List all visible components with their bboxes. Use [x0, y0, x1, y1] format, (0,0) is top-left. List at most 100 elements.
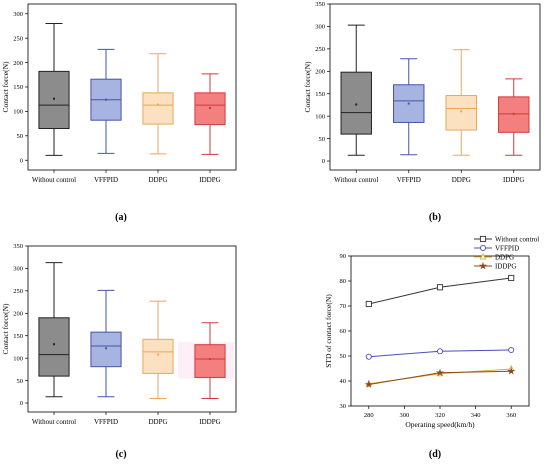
box-3: [142, 338, 174, 374]
box-3: [142, 92, 174, 125]
boxplot-panel-1: 0 50 100 150 200 250 300 Contact force(N) Withou…: [1, 3, 237, 223]
category-label: VFFPID: [397, 176, 421, 184]
legend-entry: DDPG: [495, 253, 514, 261]
panel-label: (c): [115, 449, 126, 460]
data-point: [365, 353, 372, 360]
category-label: DDPG: [148, 176, 167, 184]
y-tick-label: 300: [13, 11, 23, 18]
mean-marker: [157, 103, 159, 106]
y-tick-label: 150: [13, 333, 23, 340]
box-1: [340, 71, 372, 135]
legend-entry: Without control: [495, 235, 539, 243]
y-tick-label: 0: [20, 400, 23, 407]
category-label: Without control: [32, 418, 76, 426]
y-tick-label: 150: [315, 91, 325, 98]
data-point: [436, 284, 444, 291]
mean-marker: [157, 353, 159, 356]
y-tick-label: 40: [340, 378, 347, 385]
plot-frame: [329, 3, 541, 171]
mean-marker: [105, 98, 107, 101]
x-tick-label: 300: [400, 412, 410, 419]
mean-marker: [53, 97, 55, 100]
plot-frame: [27, 245, 237, 413]
x-tick-label: 320: [435, 412, 445, 419]
category-label: Without control: [334, 176, 378, 184]
panel-label: (b): [429, 212, 441, 223]
data-point: [436, 348, 444, 355]
y-tick-label: 250: [13, 35, 23, 42]
box-2: [90, 331, 122, 368]
y-tick-label: 200: [13, 60, 23, 67]
y-tick-label: 50: [340, 353, 347, 360]
y-tick-label: 90: [340, 253, 347, 260]
y-tick-label: 100: [13, 355, 23, 362]
legend-entry: VFFPID: [495, 244, 519, 252]
y-tick-label: 100: [13, 109, 23, 116]
y-tick-label: 50: [17, 378, 24, 385]
box-4: [194, 344, 226, 378]
series-line-1: [368, 277, 512, 305]
mean-marker: [209, 358, 211, 361]
data-point: [479, 235, 487, 243]
line-chart-panel: 30 40 50 60 70 80 90 280 300 320 340 360 STD of cont…: [324, 235, 539, 460]
mean-marker: [355, 103, 358, 106]
legend-entry: IDDPG: [495, 262, 516, 270]
mean-marker: [512, 112, 515, 115]
y-axis-label: Contact force(N): [1, 303, 10, 355]
mean-marker: [53, 343, 55, 346]
y-tick-label: 200: [13, 310, 23, 317]
box-1: [38, 317, 70, 377]
data-point: [508, 346, 515, 354]
data-point: [508, 274, 515, 282]
mean-marker: [105, 347, 107, 350]
y-tick-label: 60: [340, 328, 347, 335]
y-tick-label: 100: [315, 113, 325, 120]
y-axis-label: Contact force(N): [303, 61, 312, 113]
data-point: [435, 368, 445, 377]
y-tick-label: 200: [315, 68, 325, 75]
y-tick-label: 80: [340, 278, 347, 285]
panel-label: (a): [115, 212, 127, 223]
category-label: IDDPG: [199, 418, 220, 426]
category-label: DDPG: [452, 176, 471, 184]
y-tick-label: 300: [13, 266, 23, 273]
panel-label: (d): [429, 449, 441, 460]
x-tick-label: 340: [471, 412, 481, 419]
mean-marker: [407, 102, 410, 105]
category-label: VFFPID: [94, 418, 118, 426]
y-axis-label: STD of contact force(N): [324, 294, 333, 368]
x-tick-label: 360: [506, 412, 516, 419]
y-tick-label: 300: [315, 24, 325, 31]
mean-marker: [460, 110, 463, 113]
category-label: DDPG: [148, 418, 167, 426]
y-tick-label: 350: [13, 243, 23, 250]
boxplot-panel-2: 0 50 100 150 200 250 300 350 Contact force(N) Wit…: [303, 1, 541, 223]
x-tick-label: 280: [364, 412, 374, 419]
y-tick-label: 250: [13, 288, 23, 295]
data-point: [507, 367, 516, 375]
category-label: Without control: [32, 176, 76, 184]
box-3: [445, 95, 477, 131]
box-1: [38, 70, 70, 129]
category-label: VFFPID: [94, 176, 118, 184]
y-axis-label: Contact force(N): [1, 61, 10, 113]
y-tick-label: 0: [322, 158, 325, 165]
y-tick-label: 250: [315, 46, 325, 53]
data-point: [479, 252, 487, 260]
data-point: [364, 380, 373, 388]
y-tick-label: 30: [340, 403, 347, 410]
y-tick-label: 150: [13, 84, 23, 91]
data-point: [478, 261, 488, 270]
x-axis-label: Operating speed(km/h): [405, 420, 475, 429]
y-tick-label: 70: [340, 303, 347, 310]
y-tick-label: 50: [319, 136, 326, 143]
data-point: [479, 244, 487, 252]
data-point: [365, 300, 372, 308]
y-tick-label: 0: [20, 157, 23, 164]
mean-marker: [209, 106, 211, 109]
category-label: IDDPG: [503, 176, 524, 184]
category-label: IDDPG: [199, 176, 220, 184]
y-tick-label: 50: [17, 133, 24, 140]
